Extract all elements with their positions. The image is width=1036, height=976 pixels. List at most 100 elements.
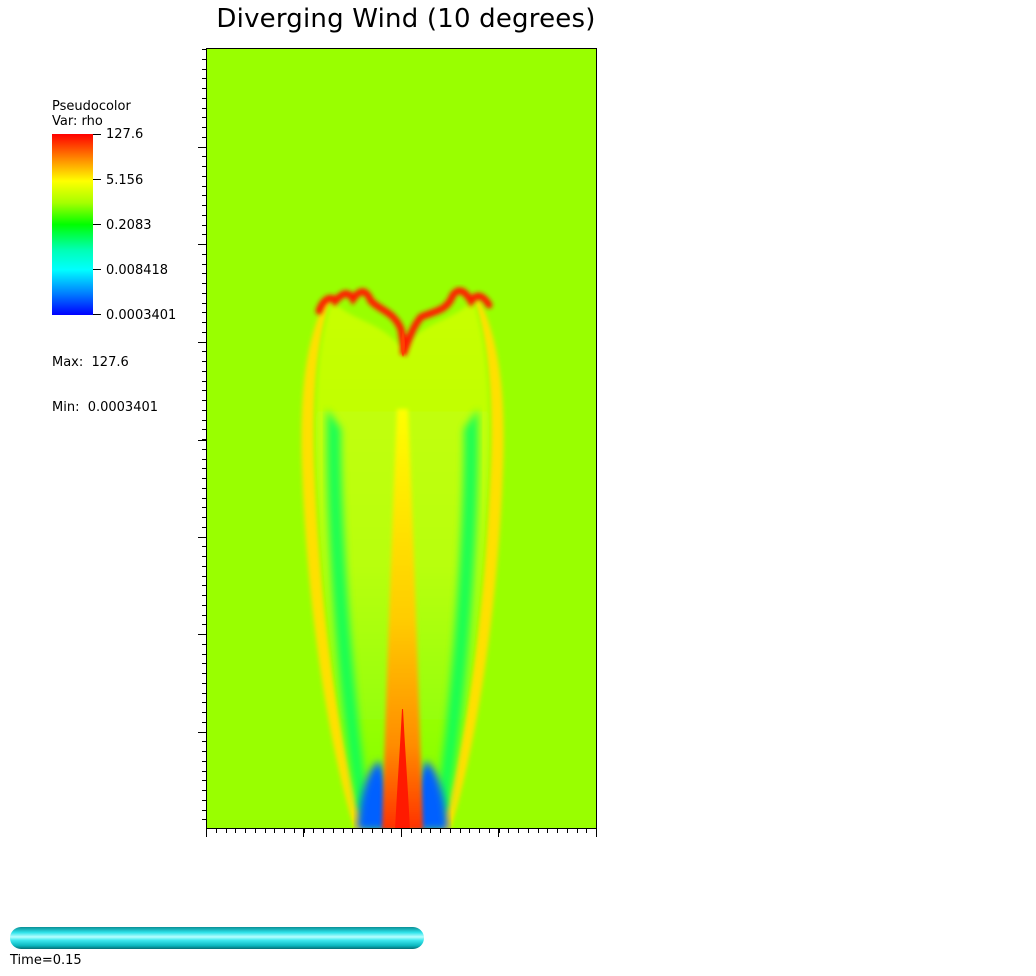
legend-max: Max: 127.6 <box>52 355 129 370</box>
colorbar-tick <box>93 134 101 135</box>
y-axis-minor-tick <box>202 605 206 606</box>
y-axis-minor-tick <box>202 780 206 781</box>
y-axis-minor-tick <box>202 225 206 226</box>
y-axis-minor-tick <box>202 741 206 742</box>
color-bar <box>52 134 93 315</box>
y-axis-minor-tick <box>202 810 206 811</box>
x-axis-minor-tick <box>313 829 314 833</box>
y-axis-minor-tick <box>202 537 206 538</box>
x-axis-minor-tick <box>586 829 587 833</box>
y-axis-minor-tick <box>202 790 206 791</box>
y-axis-minor-tick <box>202 205 206 206</box>
y-axis-minor-tick <box>202 59 206 60</box>
x-axis-minor-tick <box>567 829 568 833</box>
y-axis-minor-tick <box>202 556 206 557</box>
x-axis-minor-tick <box>401 829 402 833</box>
x-axis-minor-tick <box>265 829 266 833</box>
y-axis-minor-tick <box>202 800 206 801</box>
y-axis-minor-tick <box>202 166 206 167</box>
y-axis-minor-tick <box>202 663 206 664</box>
x-axis-major-tick <box>596 829 597 837</box>
y-axis-minor-tick <box>202 108 206 109</box>
y-axis-minor-tick <box>202 732 206 733</box>
y-axis-minor-tick <box>202 322 206 323</box>
y-axis-minor-tick <box>202 702 206 703</box>
x-axis-minor-tick <box>304 829 305 833</box>
y-axis-minor-tick <box>202 488 206 489</box>
x-axis-minor-tick <box>391 829 392 833</box>
colorbar-tick <box>93 314 101 315</box>
y-axis-minor-tick <box>202 332 206 333</box>
right-streak <box>436 409 479 809</box>
y-axis-minor-tick <box>202 400 206 401</box>
right-shock-shell <box>438 299 504 828</box>
y-axis-minor-tick <box>202 176 206 177</box>
x-axis-minor-tick <box>206 829 207 833</box>
legend-minmax: Max: 127.6 Min: 0.0003401 <box>52 325 158 430</box>
y-axis-minor-tick <box>202 303 206 304</box>
central-jet <box>382 409 423 828</box>
colorbar-label-min: 0.0003401 <box>106 308 177 323</box>
x-axis-minor-tick <box>499 829 500 833</box>
y-axis-minor-tick <box>202 234 206 235</box>
x-axis-minor-tick <box>294 829 295 833</box>
y-axis-minor-tick <box>202 381 206 382</box>
x-axis-minor-tick <box>245 829 246 833</box>
x-axis-minor-tick <box>362 829 363 833</box>
x-axis-minor-tick <box>382 829 383 833</box>
x-axis-minor-tick <box>372 829 373 833</box>
x-axis-minor-tick <box>479 829 480 833</box>
y-axis-minor-tick <box>202 751 206 752</box>
y-axis-minor-tick <box>202 195 206 196</box>
x-axis-minor-tick <box>235 829 236 833</box>
colorbar-tick <box>93 224 101 225</box>
colorbar-label-max: 127.6 <box>106 127 144 142</box>
y-axis-minor-tick <box>202 127 206 128</box>
y-axis-minor-tick <box>202 215 206 216</box>
y-axis-minor-tick <box>202 576 206 577</box>
legend-header: Pseudocolor Var: rho <box>52 99 131 129</box>
y-axis-minor-tick <box>202 156 206 157</box>
y-axis-minor-tick <box>202 293 206 294</box>
colorbar-label: 0.2083 <box>106 218 152 233</box>
plot-title: Diverging Wind (10 degrees) <box>216 4 596 34</box>
y-axis-minor-tick <box>202 429 206 430</box>
y-axis-minor-tick <box>202 585 206 586</box>
legend-plot-type: Pseudocolor <box>52 99 131 114</box>
x-axis-minor-tick <box>274 829 275 833</box>
y-axis-minor-tick <box>202 244 206 245</box>
x-axis-minor-tick <box>596 829 597 833</box>
density-field <box>207 49 596 828</box>
pseudocolor-plot <box>206 48 597 829</box>
y-axis-minor-tick <box>202 624 206 625</box>
y-axis-minor-tick <box>202 49 206 50</box>
x-axis-minor-tick <box>352 829 353 833</box>
front-spike <box>401 329 405 357</box>
x-axis-minor-tick <box>216 829 217 833</box>
x-axis-minor-tick <box>469 829 470 833</box>
y-axis-minor-tick <box>202 683 206 684</box>
y-axis-minor-tick <box>202 459 206 460</box>
y-axis-minor-tick <box>202 673 206 674</box>
y-axis-minor-tick <box>202 722 206 723</box>
colorbar-tick <box>93 179 101 180</box>
y-axis-minor-tick <box>202 312 206 313</box>
y-axis-minor-tick <box>202 449 206 450</box>
x-axis-major-tick <box>401 829 402 837</box>
y-axis-minor-tick <box>202 117 206 118</box>
y-axis-minor-tick <box>202 254 206 255</box>
x-axis-major-tick <box>498 829 499 837</box>
y-axis-minor-tick <box>202 351 206 352</box>
y-axis-minor-tick <box>202 283 206 284</box>
y-axis-minor-tick <box>202 371 206 372</box>
x-axis-minor-tick <box>547 829 548 833</box>
y-axis-minor-tick <box>202 137 206 138</box>
x-axis-minor-tick <box>528 829 529 833</box>
legend-variable: Var: rho <box>52 114 103 129</box>
y-axis-minor-tick <box>202 468 206 469</box>
y-axis-major-tick <box>198 440 206 441</box>
x-axis-minor-tick <box>411 829 412 833</box>
y-axis-minor-tick <box>202 566 206 567</box>
time-slider-bar[interactable] <box>10 927 424 949</box>
x-axis-major-tick <box>206 829 207 837</box>
